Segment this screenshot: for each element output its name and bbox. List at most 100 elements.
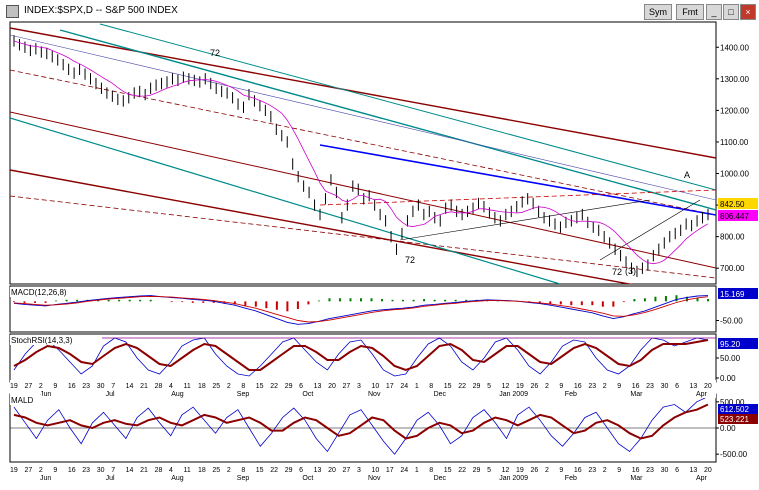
x-day-label: 16 xyxy=(68,383,76,390)
x-day-label: 23 xyxy=(82,467,90,474)
stochrsi-line xyxy=(13,337,709,377)
window-title: INDEX:$SPX,D -- S&P 500 INDEX xyxy=(24,5,178,16)
y-tick-label: 1400.00 xyxy=(720,43,749,52)
mald-panel-label: MALD xyxy=(11,396,33,405)
x-day-label: 24 xyxy=(400,467,408,474)
x-month-label: Mar xyxy=(630,475,643,482)
x-day-label: 22 xyxy=(458,383,466,390)
x-day-label: 4 xyxy=(169,383,173,390)
x-day-label: 8 xyxy=(429,467,433,474)
x-month-label: Dec xyxy=(434,475,447,482)
annotation-a: A xyxy=(684,170,690,180)
x-day-label: 9 xyxy=(53,383,57,390)
x-day-label: 23 xyxy=(82,383,90,390)
x-day-label: 13 xyxy=(690,383,698,390)
y-tick-label: 1100.00 xyxy=(720,138,749,147)
macd-value-badge: 15.169 xyxy=(720,290,745,299)
x-day-label: 27 xyxy=(24,383,32,390)
x-day-label: 14 xyxy=(126,467,134,474)
x-day-label: 26 xyxy=(531,467,539,474)
x-day-label: 9 xyxy=(617,383,621,390)
x-day-label: 10 xyxy=(371,467,379,474)
trendline-1 xyxy=(10,111,716,269)
x-day-label: 21 xyxy=(140,383,148,390)
x-day-label: 5 xyxy=(487,383,491,390)
x-day-label: 29 xyxy=(473,467,481,474)
x-day-label: 12 xyxy=(502,383,510,390)
y-tick-label: -50.00 xyxy=(720,317,743,326)
x-day-label: 28 xyxy=(155,467,163,474)
x-day-label: 17 xyxy=(386,383,394,390)
x-day-label: 9 xyxy=(53,467,57,474)
x-month-label: Apr xyxy=(696,475,708,482)
macd-line xyxy=(13,295,709,325)
x-month-label: Aug xyxy=(171,391,184,398)
x-day-label: 19 xyxy=(516,383,524,390)
price-last-badge: 842.50 xyxy=(720,200,745,209)
trendline-3 xyxy=(10,69,716,216)
x-day-label: 3 xyxy=(357,383,361,390)
x-day-label: 19 xyxy=(10,383,18,390)
stochrsi-value-badge: 95.20 xyxy=(720,340,741,349)
x-day-label: 6 xyxy=(675,467,679,474)
x-month-label: Dec xyxy=(434,391,447,398)
price-annotations: 72 72 72 (3) A xyxy=(210,48,690,277)
x-month-label: Sep xyxy=(237,475,250,482)
trend-channels xyxy=(10,23,716,284)
x-day-label: 29 xyxy=(285,383,293,390)
y-tick-label: 1000.00 xyxy=(720,170,749,179)
x-month-label: Nov xyxy=(368,475,381,482)
x-day-label: 7 xyxy=(111,467,115,474)
minimize-icon[interactable]: _ xyxy=(706,4,722,20)
x-day-label: 24 xyxy=(400,383,408,390)
stochrsi-smooth-line xyxy=(13,339,709,372)
x-day-label: 8 xyxy=(241,467,245,474)
y-tick-label: 50.00 xyxy=(720,354,741,363)
x-day-label: 15 xyxy=(256,383,264,390)
x-day-label: 30 xyxy=(661,467,669,474)
x-day-label: 23 xyxy=(588,467,596,474)
x-day-label: 8 xyxy=(241,383,245,390)
mald-value-badge-2: 523.221 xyxy=(720,415,749,424)
format-button[interactable]: Fmt xyxy=(676,4,704,20)
x-day-label: 25 xyxy=(212,467,220,474)
x-month-label: Jul xyxy=(106,391,115,398)
macd-panel-label: MACD(12,26,8) xyxy=(11,288,67,297)
symbol-button[interactable]: Sym xyxy=(644,4,672,20)
x-day-label: 1 xyxy=(415,467,419,474)
x-day-label: 16 xyxy=(574,383,582,390)
trendline-12 xyxy=(599,199,701,261)
y-tick-label: 1300.00 xyxy=(720,75,749,84)
y-tick-label: 1200.00 xyxy=(720,106,749,115)
trendline-10 xyxy=(10,34,716,201)
x-day-label: 23 xyxy=(646,383,654,390)
x-day-label: 19 xyxy=(516,467,524,474)
x-day-label: 18 xyxy=(198,383,206,390)
maximize-icon[interactable]: □ xyxy=(723,4,739,20)
trendline-7 xyxy=(99,23,716,191)
close-icon[interactable]: × xyxy=(740,4,756,20)
x-day-label: 27 xyxy=(343,383,351,390)
x-day-label: 16 xyxy=(68,467,76,474)
x-day-label: 27 xyxy=(343,467,351,474)
panel-frame-1 xyxy=(9,285,717,333)
trendline-8 xyxy=(319,144,716,216)
x-day-label: 20 xyxy=(328,383,336,390)
x-day-label: 15 xyxy=(444,467,452,474)
x-day-label: 9 xyxy=(559,467,563,474)
y-tick-label: 0.00 xyxy=(720,424,736,433)
annotation-72-mar: 72 xyxy=(612,267,622,277)
x-day-label: 2 xyxy=(39,467,43,474)
x-month-label: Aug xyxy=(171,475,184,482)
x-day-label: 13 xyxy=(314,467,322,474)
x-day-label: 11 xyxy=(184,383,191,390)
x-day-label: 10 xyxy=(371,383,379,390)
x-day-label: 9 xyxy=(559,383,563,390)
x-day-label: 29 xyxy=(285,467,293,474)
x-day-label: 13 xyxy=(690,467,698,474)
mald-line xyxy=(13,396,709,455)
x-day-label: 4 xyxy=(169,467,173,474)
x-day-label: 15 xyxy=(444,383,452,390)
